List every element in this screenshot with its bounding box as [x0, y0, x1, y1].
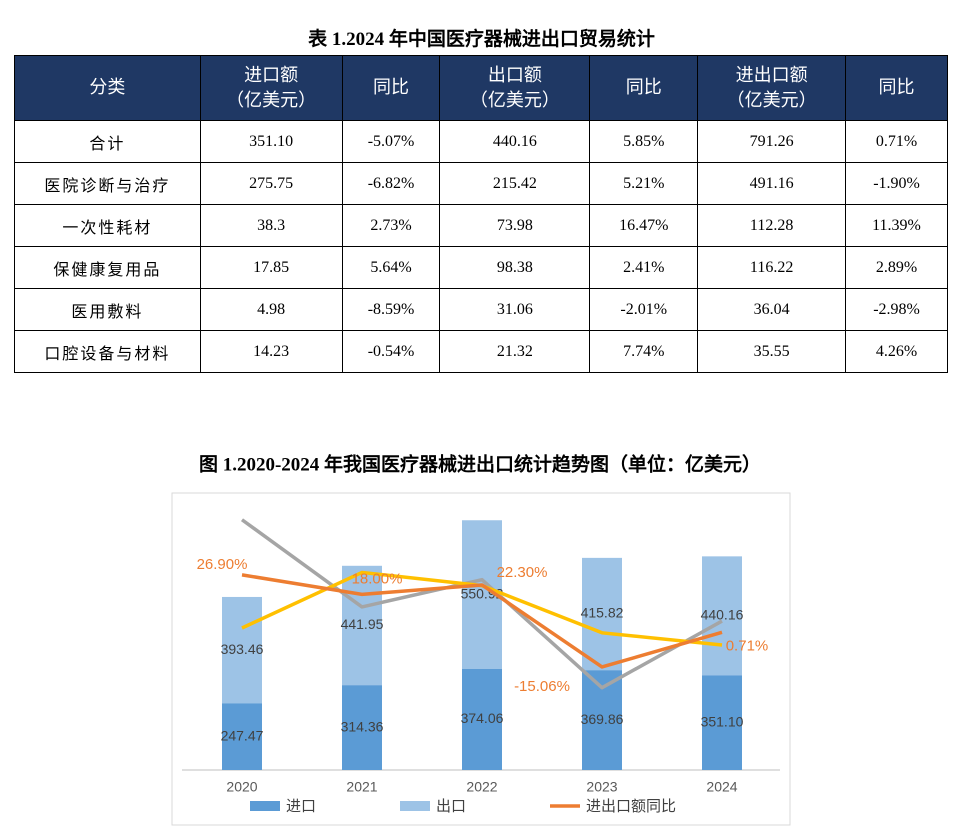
table-cell: 35.55 — [697, 330, 847, 373]
bar-label: 393.46 — [221, 641, 264, 657]
header-cell: 分类 — [14, 55, 201, 121]
bar-label: 314.36 — [341, 718, 384, 734]
header-cell: 同比 — [589, 55, 699, 121]
header-cell: 进口额 （亿美元） — [199, 55, 343, 121]
table-cell: -1.90% — [845, 162, 948, 205]
table-cell: 14.23 — [199, 330, 343, 373]
table-cell: 36.04 — [697, 288, 847, 331]
table-cell: 4.26% — [845, 330, 948, 373]
line-label: 26.90% — [197, 556, 248, 573]
table-cell: 7.74% — [589, 330, 699, 373]
table-cell: 16.47% — [589, 204, 699, 247]
x-tick-label: 2024 — [706, 779, 737, 795]
bar-segment — [342, 685, 382, 770]
table-cell: 215.42 — [439, 162, 591, 205]
table-row: 医用敷料 4.98 -8.59% 31.06 -2.01% 36.04 -2.98% — [14, 288, 948, 331]
table-cell: 5.64% — [341, 246, 441, 289]
table-row: 口腔设备与材料 14.23 -0.54% 21.32 7.74% 35.55 4.26% — [14, 330, 948, 373]
table-cell: -2.98% — [845, 288, 948, 331]
bar-segment — [342, 565, 382, 686]
plot-frame — [171, 492, 791, 826]
bar-segment — [582, 557, 622, 671]
header-row: 分类 进口额 （亿美元） 同比 出口额 （亿美元） 同比 进出口额 （亿美元） 同比 — [14, 55, 948, 121]
header-cell: 进出口额 （亿美元） — [697, 55, 847, 121]
table-cell: 38.3 — [199, 204, 343, 247]
table-cell: -0.54% — [341, 330, 441, 373]
bar-segment — [702, 556, 742, 676]
line-label: 18.00% — [352, 570, 403, 587]
legend-label: 进出口额同比 — [586, 798, 676, 815]
table-cell: 11.39% — [845, 204, 948, 247]
table-row: 合计 351.10 -5.07% 440.16 5.85% 791.26 0.71% — [14, 120, 948, 163]
line-label: -15.06% — [514, 678, 570, 695]
line-label: 0.71% — [726, 637, 769, 654]
table-cell: 医院诊断与治疗 — [14, 162, 201, 205]
line-series — [241, 573, 723, 669]
legend-swatch — [400, 801, 430, 811]
legend-label: 出口 — [436, 798, 466, 815]
bar-segment — [462, 669, 502, 770]
bar-label: 351.10 — [701, 713, 744, 729]
table-title: 表 1.2024 年中国医疗器械进出口贸易统计 — [308, 29, 655, 50]
trade-table: 分类 进口额 （亿美元） 同比 出口额 （亿美元） 同比 进出口额 （亿美元） 同比 合计 3… — [14, 55, 948, 373]
table-cell: 4.98 — [199, 288, 343, 331]
line-series — [240, 518, 723, 690]
table-cell: 0.71% — [845, 120, 948, 163]
table-cell: 一次性耗材 — [14, 204, 201, 247]
table-cell: 口腔设备与材料 — [14, 330, 201, 373]
table-cell: 5.85% — [589, 120, 699, 163]
table-cell: 5.21% — [589, 162, 699, 205]
bar-segment — [222, 596, 262, 704]
bar-label: 369.86 — [581, 711, 624, 727]
x-tick-label: 2023 — [586, 779, 617, 795]
table-cell: 2.41% — [589, 246, 699, 289]
table-row: 保健康复用品 17.85 5.64% 98.38 2.41% 116.22 2.89% — [14, 246, 948, 289]
table-cell: 医用敷料 — [14, 288, 201, 331]
table-cell: -6.82% — [341, 162, 441, 205]
x-tick-label: 2021 — [346, 779, 377, 795]
table-cell: 98.38 — [439, 246, 591, 289]
table-cell: 112.28 — [697, 204, 847, 247]
table-body: 合计 351.10 -5.07% 440.16 5.85% 791.26 0.71% 医院诊断… — [14, 120, 948, 373]
table-cell: 791.26 — [697, 120, 847, 163]
bar-label: 415.82 — [581, 605, 624, 621]
table-row: 医院诊断与治疗 275.75 -6.82% 215.42 5.21% 491.16 -1.9… — [14, 162, 948, 205]
table-cell: 合计 — [14, 120, 201, 163]
legend-label: 进口 — [286, 798, 316, 815]
legend-swatch — [250, 801, 280, 811]
bar-segment — [222, 703, 262, 770]
table-row: 一次性耗材 38.3 2.73% 73.98 16.47% 112.28 11.39% — [14, 204, 948, 247]
table-cell: 73.98 — [439, 204, 591, 247]
table-cell: -8.59% — [341, 288, 441, 331]
table-cell: 17.85 — [199, 246, 343, 289]
x-tick-label: 2020 — [226, 779, 257, 795]
chart-title: 图 1.2020-2024 年我国医疗器械进出口统计趋势图（单位：亿美元） — [199, 452, 761, 475]
bar-label: 247.47 — [221, 727, 264, 743]
table-cell: 2.89% — [845, 246, 948, 289]
header-cell: 同比 — [341, 55, 441, 121]
table-cell: -5.07% — [341, 120, 441, 163]
table-cell: 440.16 — [439, 120, 591, 163]
line-label: 22.30% — [497, 564, 548, 581]
header-cell: 出口额 （亿美元） — [439, 55, 591, 121]
table-cell: 2.73% — [341, 204, 441, 247]
bar-label: 374.06 — [461, 710, 504, 726]
table-cell: 116.22 — [697, 246, 847, 289]
table-cell: 275.75 — [199, 162, 343, 205]
chart: 图 1.2020-2024 年我国医疗器械进出口统计趋势图（单位：亿美元） 20… — [171, 452, 791, 826]
table-cell: 21.32 — [439, 330, 591, 373]
bar-label: 441.95 — [341, 616, 384, 632]
table-cell: 491.16 — [697, 162, 847, 205]
table-cell: -2.01% — [589, 288, 699, 331]
bar-label: 440.16 — [701, 606, 744, 622]
bar-segment — [702, 675, 742, 770]
table-cell: 保健康复用品 — [14, 246, 201, 289]
table-cell: 31.06 — [439, 288, 591, 331]
table-cell: 351.10 — [199, 120, 343, 163]
header-cell: 同比 — [845, 55, 948, 121]
x-tick-label: 2022 — [466, 779, 497, 795]
